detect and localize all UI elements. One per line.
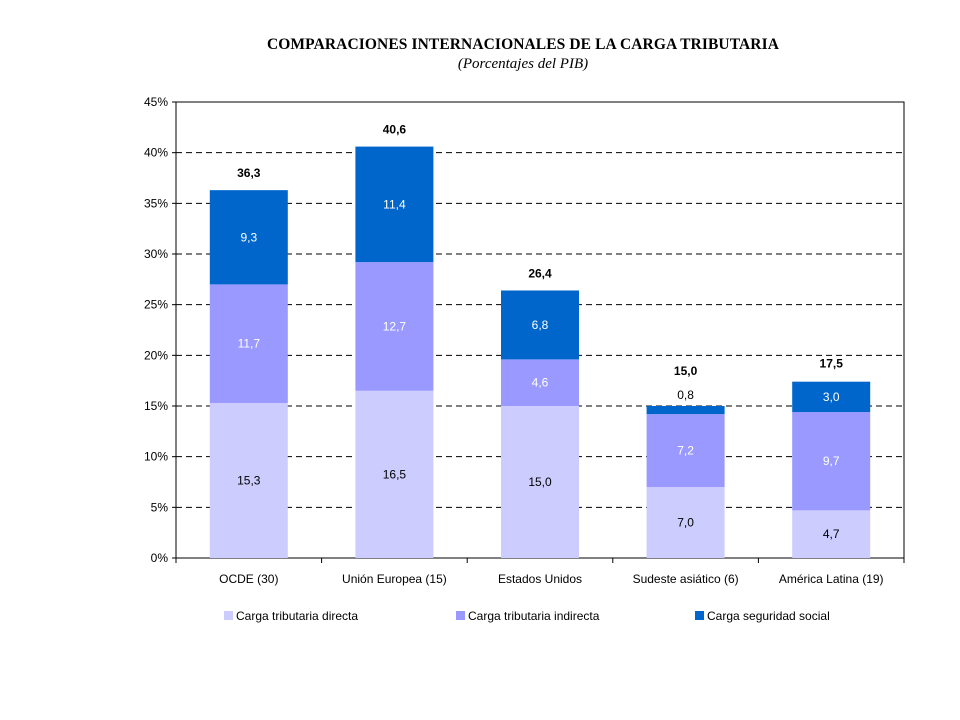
data-label: 7,2 xyxy=(677,444,694,458)
x-tick-label: Unión Europea (15) xyxy=(342,572,447,586)
total-label: 15,0 xyxy=(674,364,698,378)
data-label: 16,5 xyxy=(383,467,407,481)
x-tick-label: OCDE (30) xyxy=(219,572,278,586)
bar-segment-3 xyxy=(646,406,725,415)
total-label: 40,6 xyxy=(383,123,407,137)
bar-segment-3 xyxy=(501,290,579,360)
total-label: 17,5 xyxy=(820,357,844,371)
data-label: 4,6 xyxy=(532,376,549,390)
bar-segment-2 xyxy=(209,284,288,403)
y-tick-label: 10% xyxy=(144,450,168,464)
bar-segment-1 xyxy=(209,402,288,558)
bar-segment-3 xyxy=(355,146,434,263)
y-tick-label: 40% xyxy=(144,146,168,160)
data-label: 6,8 xyxy=(532,318,549,332)
bar-segment-3 xyxy=(792,381,871,413)
y-tick-label: 45% xyxy=(144,95,168,109)
data-label: 15,0 xyxy=(528,475,552,489)
data-label: 11,7 xyxy=(238,337,261,351)
legend-label: Carga tributaria directa xyxy=(236,609,358,623)
bar-segment-2 xyxy=(501,359,579,406)
data-label: 11,4 xyxy=(383,197,406,211)
bar-segment-2 xyxy=(355,262,434,391)
legend-label: Carga tributaria indirecta xyxy=(468,609,600,623)
bar-segment-1 xyxy=(646,487,725,558)
data-label: 9,7 xyxy=(823,454,840,468)
total-label: 36,3 xyxy=(237,166,261,180)
bar-segment-1 xyxy=(355,390,434,558)
bar-segment-2 xyxy=(792,412,871,511)
data-label: 15,3 xyxy=(237,473,261,487)
bar-segment-3 xyxy=(209,190,288,285)
data-label: 3,0 xyxy=(823,390,840,404)
data-label: 4,7 xyxy=(823,527,840,541)
y-tick-label: 0% xyxy=(151,551,169,565)
bar-segment-1 xyxy=(792,510,871,558)
x-tick-label: Estados Unidos xyxy=(498,572,582,586)
y-tick-label: 20% xyxy=(144,348,168,362)
data-label: 7,0 xyxy=(677,516,694,530)
data-label: 12,7 xyxy=(383,319,407,333)
legend-swatch xyxy=(224,611,233,620)
bar-segment-1 xyxy=(501,406,579,558)
legend-label: Carga seguridad social xyxy=(707,609,830,623)
chart-title: COMPARACIONES INTERNACIONALES DE LA CARG… xyxy=(266,36,780,53)
y-tick-label: 30% xyxy=(144,247,168,261)
y-tick-label: 5% xyxy=(151,500,169,514)
x-tick-label: América Latina (19) xyxy=(779,572,884,586)
y-tick-label: 25% xyxy=(144,298,168,312)
bar-segment-2 xyxy=(646,414,725,488)
chart-subtitle: (Porcentajes del PIB) xyxy=(457,56,589,72)
y-tick-label: 15% xyxy=(144,399,168,413)
total-label: 26,4 xyxy=(528,266,552,280)
legend-swatch xyxy=(456,611,465,620)
y-tick-label: 35% xyxy=(144,196,168,210)
data-label: 9,3 xyxy=(240,230,257,244)
legend-swatch xyxy=(695,611,704,620)
data-label: 0,8 xyxy=(677,388,694,402)
x-tick-label: Sudeste asiático (6) xyxy=(633,572,739,586)
